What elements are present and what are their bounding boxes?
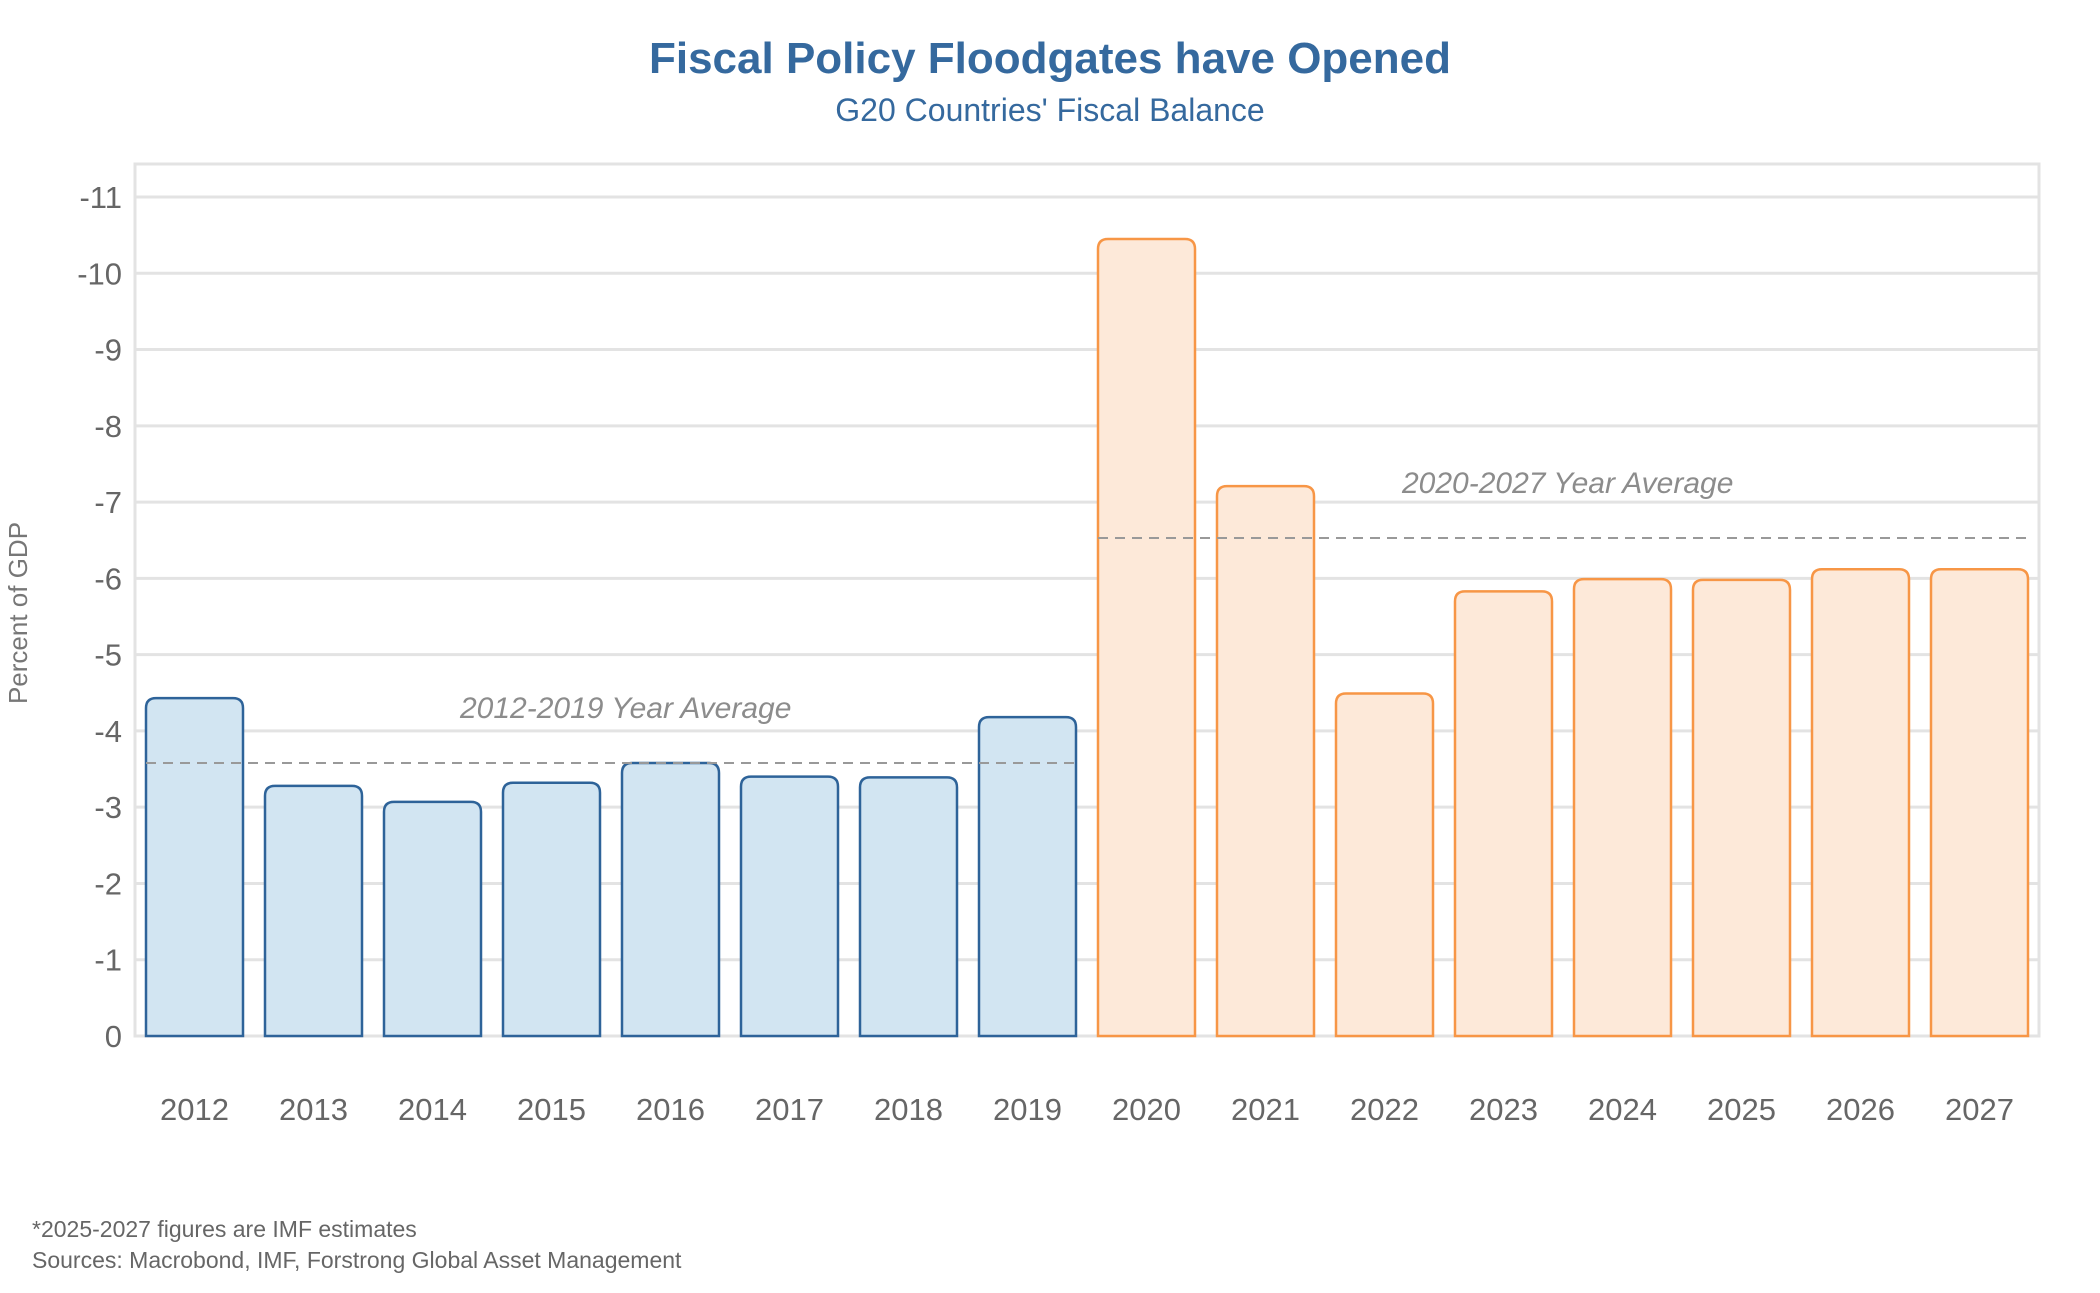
x-tick-label: 2024 (1588, 1092, 1657, 1127)
bar-2021 (1215, 484, 1316, 1038)
x-tick-label: 2016 (636, 1092, 705, 1127)
bar-2022 (1334, 692, 1435, 1038)
x-tick-label: 2025 (1707, 1092, 1776, 1127)
x-tick-label: 2012 (160, 1092, 229, 1127)
bars (144, 237, 2030, 1038)
x-tick-label: 2020 (1112, 1092, 1181, 1127)
x-tick-label: 2013 (279, 1092, 348, 1127)
bar-2015 (501, 781, 602, 1038)
y-tick-label: -6 (94, 561, 122, 596)
y-axis-ticks: -11-10-9-8-7-6-5-4-3-2-10 (77, 180, 122, 1054)
bar-2018 (858, 776, 959, 1038)
x-tick-label: 2014 (398, 1092, 467, 1127)
y-axis-label: Percent of GDP (3, 522, 33, 704)
y-tick-label: -11 (79, 180, 122, 215)
y-tick-label: -8 (94, 409, 122, 444)
footnote-sources: Sources: Macrobond, IMF, Forstrong Globa… (32, 1247, 682, 1273)
y-tick-label: -2 (94, 866, 122, 901)
average-lines: 2012-2019 Year Average 2020-2027 Year Ave… (146, 467, 2028, 764)
bar-2027 (1929, 567, 2030, 1038)
bar-2020 (1096, 237, 1197, 1038)
bar-2026 (1810, 567, 1911, 1038)
x-tick-label: 2026 (1826, 1092, 1895, 1127)
x-tick-label: 2018 (874, 1092, 943, 1127)
y-tick-label: -3 (94, 790, 122, 825)
bar-2013 (263, 784, 364, 1038)
bar-2024 (1572, 577, 1673, 1038)
x-tick-label: 2019 (993, 1092, 1062, 1127)
y-tick-label: -5 (94, 638, 122, 673)
bar-2017 (739, 775, 840, 1038)
bar-2014 (382, 800, 483, 1038)
bar-2025 (1691, 578, 1792, 1038)
y-tick-label: -9 (94, 333, 122, 368)
bar-2023 (1453, 590, 1554, 1038)
bar-2012 (144, 696, 245, 1038)
x-tick-label: 2023 (1469, 1092, 1538, 1127)
y-tick-label: 0 (105, 1019, 122, 1054)
y-tick-label: -4 (94, 714, 122, 749)
footnote-estimates: *2025-2027 figures are IMF estimates (32, 1216, 417, 1242)
x-tick-label: 2021 (1231, 1092, 1300, 1127)
x-axis-ticks: 2012 2013 2014 2015 2016 2017 2018 2019 2020 2021… (160, 1092, 2014, 1127)
x-tick-label: 2022 (1350, 1092, 1419, 1127)
average-label: 2012-2019 Year Average (459, 692, 791, 725)
chart-title: Fiscal Policy Floodgates have Opened (648, 34, 1451, 83)
footnotes: *2025-2027 figures are IMF estimates Sou… (32, 1214, 681, 1276)
chart-subtitle: G20 Countries' Fiscal Balance (835, 92, 1265, 128)
y-tick-label: -10 (77, 256, 122, 291)
bar-2016 (620, 761, 721, 1038)
bar-2019 (977, 715, 1078, 1038)
average-label: 2020-2027 Year Average (1401, 467, 1733, 500)
x-tick-label: 2015 (517, 1092, 586, 1127)
x-tick-label: 2017 (755, 1092, 824, 1127)
y-tick-label: -1 (94, 943, 122, 978)
plot-area-frame (133, 162, 2041, 1038)
y-tick-label: -7 (94, 485, 122, 520)
x-tick-label: 2027 (1945, 1092, 2014, 1127)
